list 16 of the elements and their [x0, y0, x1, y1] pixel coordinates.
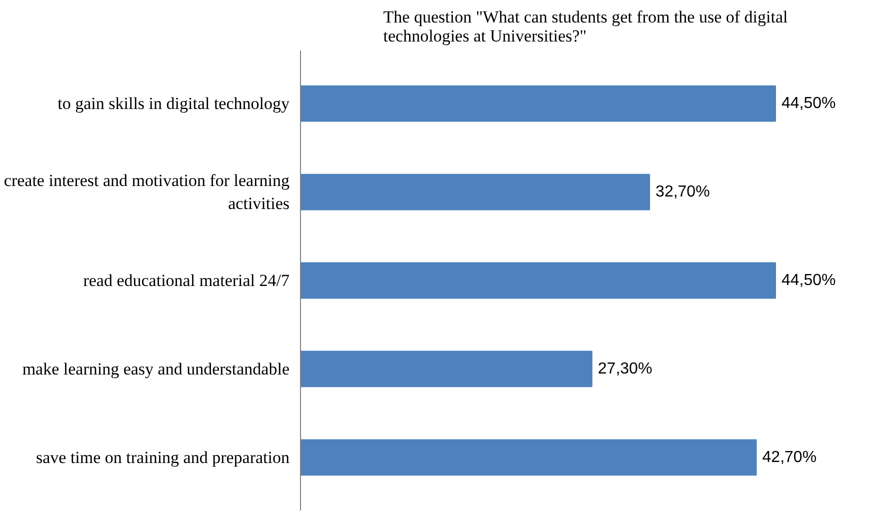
bar [300, 350, 592, 388]
data-label: 42,70% [762, 448, 817, 466]
y-tick-label: create interest and motivation for learning activities [4, 171, 290, 213]
y-tick-label: make learning easy and understandable [22, 359, 290, 378]
y-tick-label: save time on training and preparation [36, 448, 290, 467]
bar [300, 85, 776, 122]
y-tick-label: to gain skills in digital technology [58, 94, 290, 114]
bar [300, 262, 776, 299]
data-label: 44,50% [782, 272, 836, 289]
y-tick-label: read educational material 24/7 [83, 271, 290, 290]
chart-title: The question "What can students get from the use of digital technologies at Universities?" [383, 8, 788, 46]
data-label: 44,50% [782, 95, 836, 112]
bar [300, 439, 757, 476]
data-label: 32,70% [656, 184, 710, 201]
data-label: 27,30% [598, 360, 652, 378]
bar [300, 174, 650, 210]
